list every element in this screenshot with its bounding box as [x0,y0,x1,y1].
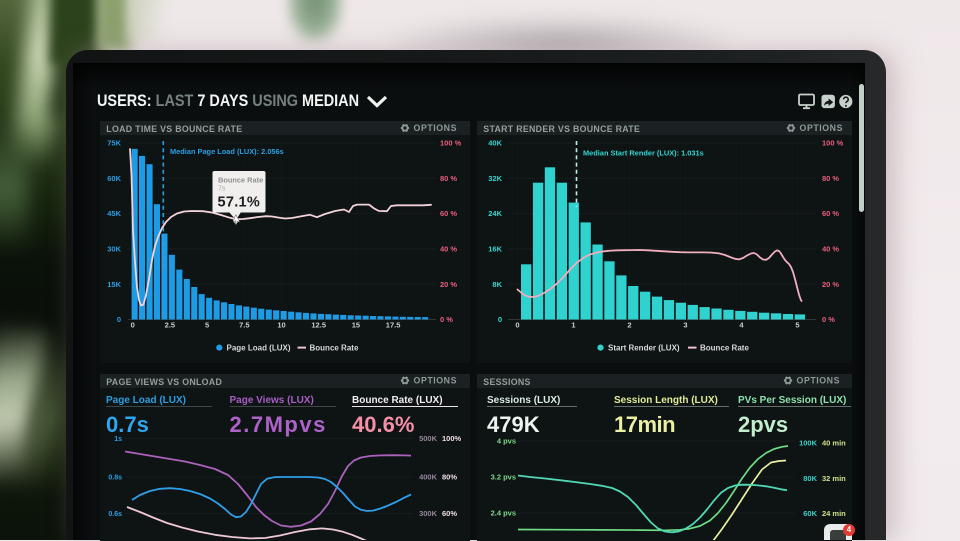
svg-text:1: 1 [571,321,575,330]
svg-text:32K: 32K [488,174,502,183]
svg-text:400K: 400K [419,473,438,482]
svg-text:15: 15 [352,321,360,330]
svg-text:Start Render (LUX): Start Render (LUX) [608,344,680,353]
svg-text:0: 0 [131,321,135,330]
svg-text:7s: 7s [218,186,226,193]
svg-text:100%: 100% [442,434,462,443]
svg-text:300K: 300K [419,509,438,518]
svg-text:Bounce Rate: Bounce Rate [700,344,749,353]
svg-text:OPTIONS: OPTIONS [414,376,457,386]
svg-text:40 %: 40 % [822,245,839,254]
svg-text:57.1%: 57.1% [218,195,261,211]
svg-text:4 pvs: 4 pvs [497,437,516,446]
svg-text:80K: 80K [803,474,817,483]
svg-text:Bounce Rate: Bounce Rate [310,344,359,353]
svg-text:45K: 45K [107,209,121,218]
svg-text:Page Load (LUX): Page Load (LUX) [227,344,291,353]
svg-text:2.5: 2.5 [165,321,175,330]
svg-text:40 %: 40 % [440,245,457,254]
svg-text:5: 5 [205,321,209,330]
svg-text:20 %: 20 % [822,280,839,289]
svg-text:0: 0 [117,315,121,324]
svg-text:24 min: 24 min [822,509,846,518]
svg-text:2.4 pvs: 2.4 pvs [491,509,516,518]
svg-text:OPTIONS: OPTIONS [797,376,840,386]
svg-text:0.8s: 0.8s [108,474,122,481]
svg-text:15K: 15K [107,280,121,289]
svg-text:5: 5 [795,321,799,330]
svg-text:60K: 60K [803,509,817,518]
svg-text:OPTIONS: OPTIONS [414,123,457,133]
svg-text:3: 3 [683,321,687,330]
svg-text:40 min: 40 min [822,439,846,448]
svg-text:0 %: 0 % [440,315,453,324]
svg-text:500K: 500K [419,434,438,443]
svg-text:3.2 pvs: 3.2 pvs [491,473,516,482]
svg-text:0: 0 [515,321,519,330]
svg-text:32 min: 32 min [822,474,846,483]
svg-text:2: 2 [627,321,631,330]
svg-text:0.6s: 0.6s [108,511,122,518]
svg-text:75K: 75K [107,139,121,148]
svg-text:40K: 40K [488,139,502,148]
svg-text:7.5: 7.5 [239,321,249,330]
svg-text:Median Page Load (LUX): 2.056s: Median Page Load (LUX): 2.056s [170,147,284,156]
svg-text:80 %: 80 % [440,174,457,183]
svg-text:1s: 1s [114,436,122,443]
svg-text:80 %: 80 % [822,174,839,183]
svg-text:60 %: 60 % [440,209,457,218]
svg-text:100 %: 100 % [822,139,844,148]
svg-text:100 %: 100 % [440,139,462,148]
svg-text:OPTIONS: OPTIONS [800,123,843,133]
svg-text:60 %: 60 % [822,209,839,218]
svg-text:60%: 60% [442,509,457,518]
svg-text:0 %: 0 % [822,315,835,324]
svg-text:10: 10 [277,321,285,330]
svg-text:80%: 80% [442,473,457,482]
svg-text:Bounce Rate: Bounce Rate [218,176,263,185]
svg-text:4: 4 [739,321,744,330]
svg-text:12.5: 12.5 [311,321,326,330]
svg-text:Median Start Render (LUX): 1.0: Median Start Render (LUX): 1.031s [583,149,704,158]
svg-text:17.5: 17.5 [386,321,401,330]
svg-text:16K: 16K [488,245,502,254]
svg-text:24K: 24K [488,209,502,218]
svg-text:20 %: 20 % [440,280,457,289]
svg-text:8K: 8K [492,280,502,289]
svg-text:30K: 30K [107,245,121,254]
svg-text:0: 0 [498,315,502,324]
svg-text:100K: 100K [799,439,818,448]
svg-text:60K: 60K [107,174,121,183]
